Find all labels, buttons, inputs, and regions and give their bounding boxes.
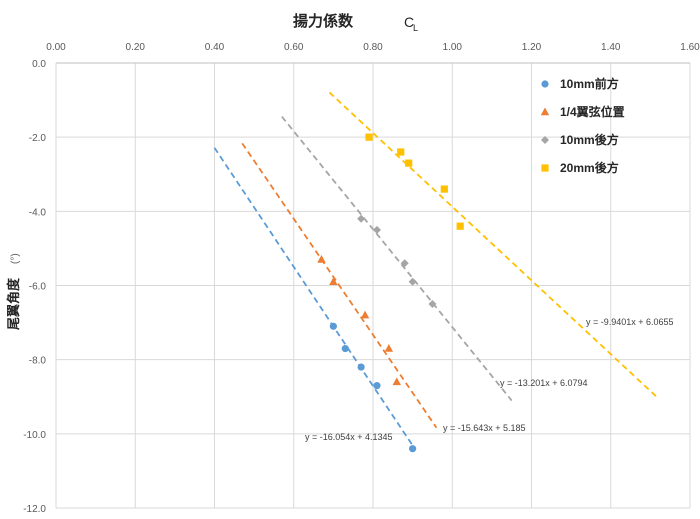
data-point (428, 300, 437, 309)
legend-marker (541, 164, 549, 172)
trendline-equation: y = -15.643x + 5.185 (443, 423, 526, 433)
data-point (392, 377, 401, 386)
legend-label: 10mm前方 (560, 76, 619, 91)
x-tick-label: 0.60 (284, 42, 304, 53)
legend-marker (541, 80, 549, 88)
legend-label: 20mm後方 (560, 160, 619, 175)
data-point (372, 225, 381, 234)
y-tick-label: -12.0 (23, 504, 46, 515)
trendline-0 (213, 147, 414, 446)
legend-label: 10mm後方 (560, 132, 619, 147)
x-tick-label: 0.40 (205, 42, 225, 53)
data-point (405, 159, 413, 167)
x-tick-label: 1.00 (443, 42, 463, 53)
data-point (357, 214, 366, 223)
y-tick-label: -8.0 (29, 356, 47, 367)
x-tick-label: 0.00 (46, 42, 66, 53)
legend-label: 1/4翼弦位置 (560, 104, 625, 119)
y-tick-label: -10.0 (23, 430, 46, 441)
x-tick-label: 1.40 (601, 42, 621, 53)
y-tick-label: -2.0 (29, 133, 47, 144)
x-tick-label: 0.20 (126, 42, 146, 53)
data-point (440, 185, 448, 193)
y-axis-label: 尾翼角度 (6, 277, 21, 330)
x-tick-label: 0.80 (363, 42, 383, 53)
trendline-equation: y = -9.9401x + 6.0655 (586, 317, 674, 327)
chart-title-symbol: C (404, 14, 414, 30)
data-point (341, 344, 349, 353)
data-point (360, 310, 370, 319)
data-point (409, 445, 417, 453)
data-point (456, 222, 464, 230)
data-point (384, 344, 394, 352)
data-point (329, 322, 337, 330)
data-point (373, 382, 381, 390)
legend-marker (540, 107, 550, 116)
tick-labels: 0.00 0.20 0.40 0.60 0.80 1.00 1.20 1.40 1.60 0.0 -… (23, 42, 700, 515)
legend-marker (541, 136, 549, 144)
data-point (365, 133, 373, 141)
data-point (408, 277, 417, 286)
y-axis-unit: (°) (10, 253, 21, 264)
trendline-3 (328, 91, 659, 400)
y-tick-label: -4.0 (29, 207, 47, 218)
y-axis-title: 尾翼角度 (°) (6, 253, 21, 330)
trendlines (213, 91, 659, 446)
data-point (329, 277, 338, 285)
trendline-equation: y = -16.054x + 4.1345 (305, 432, 393, 442)
x-tick-label: 1.20 (522, 42, 542, 53)
data-points (317, 133, 464, 453)
trendline-equation: y = -13.201x + 6.0794 (500, 378, 588, 388)
grid (55, 62, 691, 509)
data-point (357, 363, 365, 371)
trendline-equations: y = -16.054x + 4.1345 y = -15.643x + 5.18… (305, 317, 674, 442)
chart-title-subscript: L (413, 23, 418, 33)
legend: 10mm前方 1/4翼弦位置 10mm後方 20mm後方 (540, 76, 625, 175)
trendline-1 (241, 142, 438, 429)
y-tick-label: 0.0 (32, 59, 46, 70)
chart-title: 揚力係数 (293, 12, 354, 30)
y-tick-label: -6.0 (29, 282, 47, 293)
trendline-2 (281, 116, 513, 402)
data-point (317, 255, 326, 263)
x-tick-label: 1.60 (680, 42, 700, 53)
data-point (400, 259, 409, 268)
data-point (397, 148, 405, 156)
